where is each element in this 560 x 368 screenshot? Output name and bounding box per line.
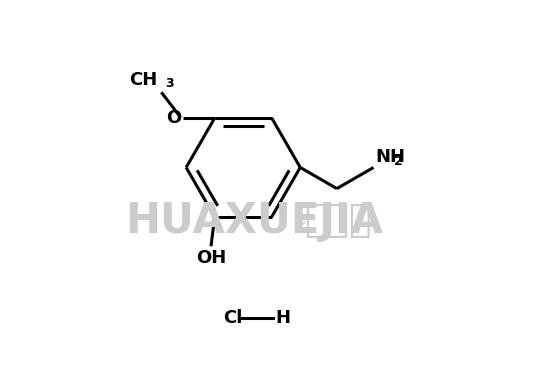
Text: H: H [276,309,291,327]
Text: ®: ® [293,215,307,229]
Text: HUAXUEJIA: HUAXUEJIA [125,200,383,242]
Text: NH: NH [375,148,405,166]
Text: Cl: Cl [223,309,242,327]
Text: CH: CH [129,71,158,89]
Text: OH: OH [196,249,226,267]
Text: O: O [166,109,181,127]
Text: 2: 2 [394,155,403,168]
Text: 3: 3 [165,77,174,91]
Text: 化学加: 化学加 [304,203,371,239]
